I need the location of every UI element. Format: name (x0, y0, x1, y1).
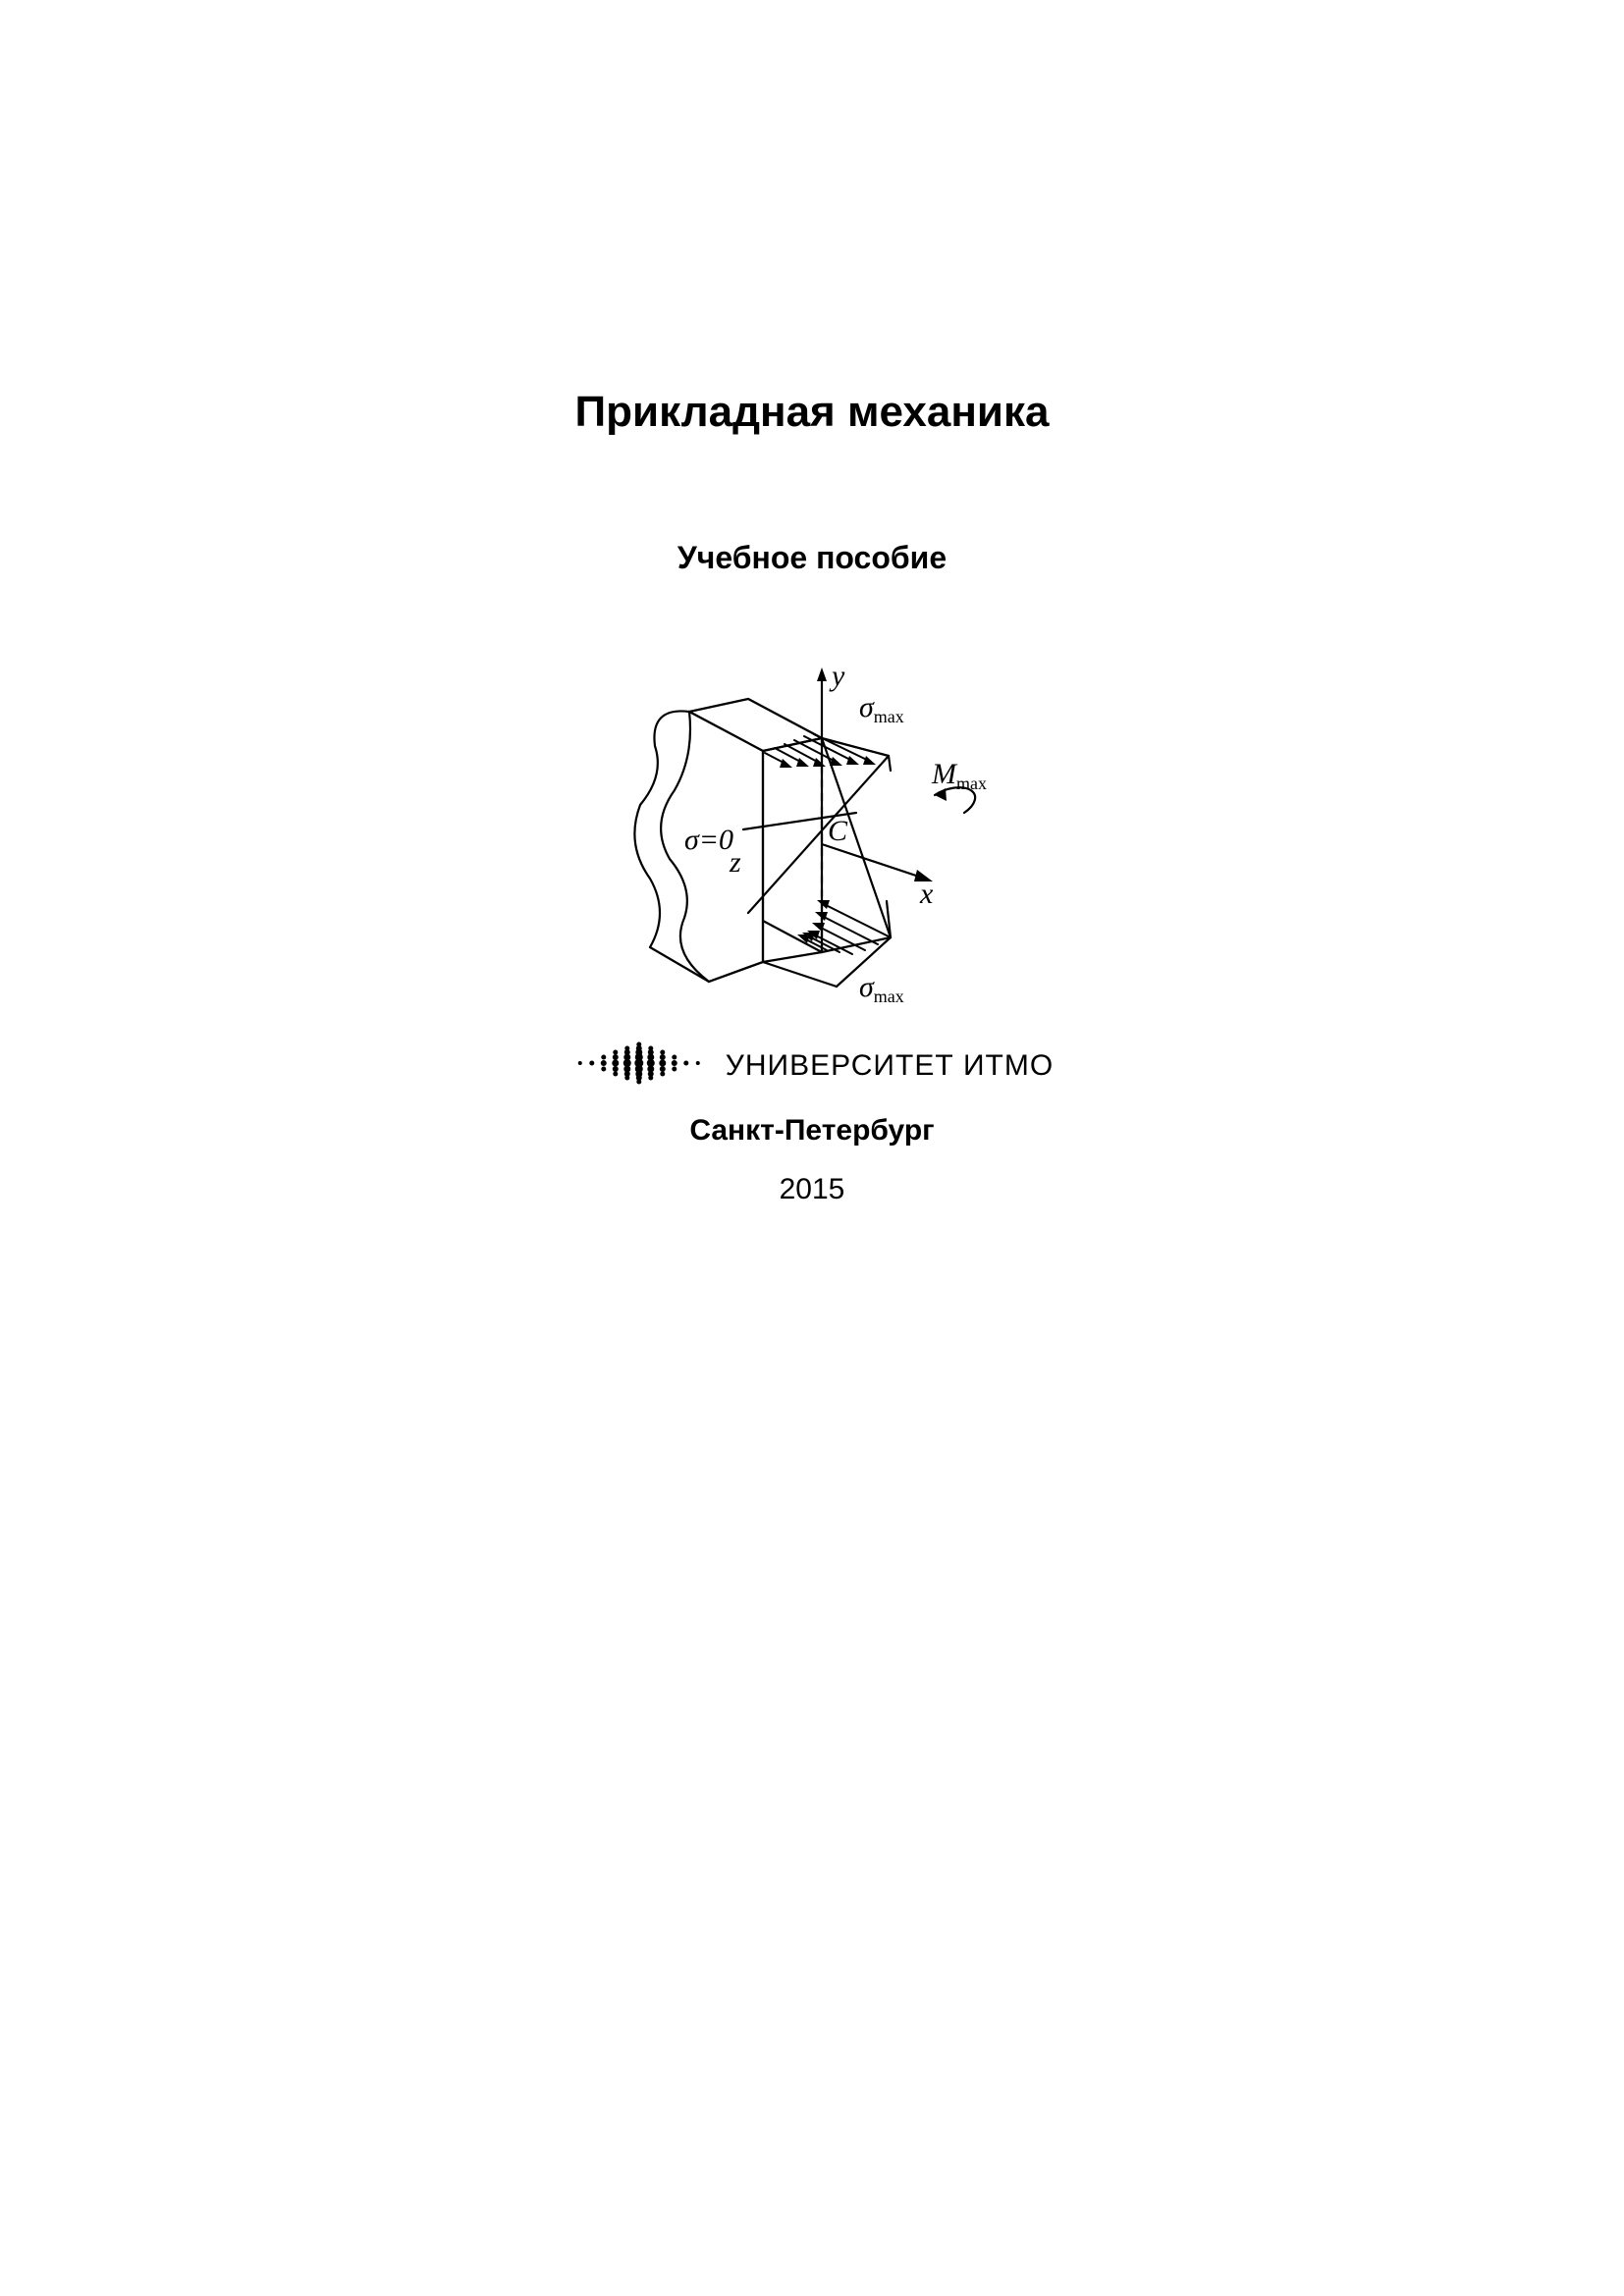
label-moment: Mmax (931, 758, 987, 793)
label-sigma-top: σmax (859, 691, 904, 726)
label-sigma-zero: σ=0 (684, 824, 733, 856)
page: Прикладная механика Учебное пособие (0, 0, 1624, 2296)
label-sigma-bottom: σmax (859, 971, 904, 1006)
university-name: УНИВЕРСИТЕТ ИТМО (726, 1049, 1054, 1083)
document-subtitle: Учебное пособие (0, 540, 1624, 576)
year-label: 2015 (0, 1173, 1624, 1206)
beam-stress-svg: y x z C σmax σmax Mmax σ=0 (596, 658, 1028, 1011)
itmo-dots-icon (570, 1041, 708, 1091)
mechanics-diagram: y x z C σmax σmax Mmax σ=0 (596, 658, 1028, 1016)
document-title: Прикладная механика (0, 388, 1624, 437)
label-y: y (829, 660, 845, 692)
city-label: Санкт-Петербург (0, 1114, 1624, 1148)
university-logo: УНИВЕРСИТЕТ ИТМО (570, 1041, 1054, 1091)
label-x: x (919, 878, 934, 910)
label-centroid: C (828, 815, 848, 847)
